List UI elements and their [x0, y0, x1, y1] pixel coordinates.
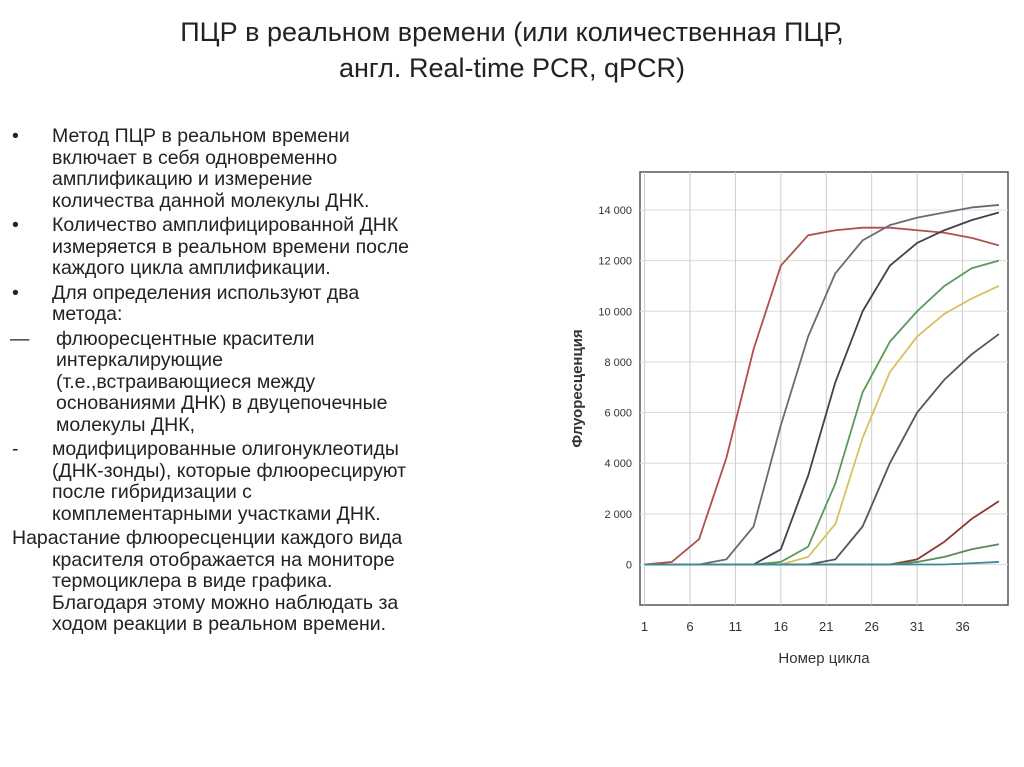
- y-tick-label: 8 000: [604, 357, 632, 369]
- title-line: ПЦР в реальном времени (или количественн…: [180, 17, 844, 47]
- title-line: англ. Real-time PCR, qPCR): [339, 53, 685, 83]
- y-tick-label: 12 000: [598, 256, 632, 268]
- list-item: — флюоресцентные красители интеркалирующие…: [10, 327, 552, 437]
- y-axis-label: Флуоресценция: [569, 329, 586, 447]
- x-tick-label: 6: [686, 619, 693, 634]
- text-line: комплементарными участками ДНК.: [52, 502, 381, 525]
- text-line: после гибридизации с: [52, 481, 252, 503]
- x-tick-label: 31: [910, 619, 924, 634]
- list-item: • Для определения используют два метода:: [12, 281, 552, 326]
- text-line: Нарастание флюоресценции каждого вида: [12, 527, 403, 549]
- text-line: измеряется в реальном времени после: [52, 235, 409, 258]
- text-line: каждого цикла амплификации.: [52, 257, 331, 279]
- text-line: включает в себя одновременно: [52, 146, 338, 169]
- list-item: Нарастание флюоресценции каждого вида кра…: [12, 527, 552, 636]
- text-line: метода:: [52, 303, 123, 325]
- x-tick-label: 26: [864, 619, 878, 634]
- y-tick-label: 10 000: [598, 306, 632, 318]
- y-tick-label: 2 000: [604, 509, 632, 521]
- x-tick-label: 1: [641, 619, 648, 634]
- bullet-marker: •: [12, 125, 19, 147]
- text-line: термоциклера в виде графика.: [52, 570, 333, 592]
- series-line: [644, 561, 999, 566]
- text-line: Метод ПЦР в реальном времени: [52, 125, 350, 147]
- x-tick-label: 16: [774, 619, 788, 634]
- text-line: Благодаря этому можно наблюдать за: [52, 591, 399, 614]
- x-axis-label: Номер цикла: [778, 650, 870, 667]
- text-line: красителя отображается на мониторе: [52, 548, 395, 571]
- y-tick-label: 0: [626, 559, 632, 571]
- plot-area: [639, 171, 1009, 606]
- list-item: • Метод ПЦР в реальном времени включает в …: [12, 125, 552, 212]
- bullet-marker: •: [12, 214, 19, 236]
- bullet-marker: —: [10, 327, 30, 350]
- text-line: амплификацию и измерение: [52, 168, 313, 190]
- text-line: (ДНК-зонды), которые флюоресцируют: [52, 459, 407, 482]
- list-item: • Количество амплифицированной ДНК измеряе…: [12, 214, 552, 280]
- text-line: Количество амплифицированной ДНК: [52, 214, 399, 236]
- list-item: - модифицированные олигонуклеотиды (ДНК-зо…: [12, 438, 552, 525]
- title: ПЦР в реальном времени (или количественн…: [0, 14, 1024, 86]
- y-tick-label: 6 000: [604, 408, 632, 420]
- text-line: основаниями ДНК) в двуцепочечные: [56, 392, 388, 414]
- x-tick-label: 21: [819, 619, 833, 634]
- y-tick-label: 4 000: [604, 458, 632, 470]
- text-line: Для определения используют два: [52, 281, 360, 304]
- bullet-marker: •: [12, 281, 19, 304]
- text-line: интеркалирующие: [56, 349, 223, 371]
- text-line: флюоресцентные красители: [56, 327, 315, 350]
- text-line: модифицированные олигонуклеотиды: [52, 438, 399, 460]
- text-line: (т.е.,встраивающиеся между: [56, 370, 316, 393]
- x-tick-label: 36: [955, 619, 969, 634]
- bullet-list: • Метод ПЦР в реальном времени включает в …: [10, 125, 552, 639]
- text-line: количества данной молекулы ДНК.: [52, 189, 370, 212]
- x-tick-label: 11: [729, 619, 743, 634]
- bullet-marker: -: [12, 438, 19, 460]
- y-tick-label: 14 000: [598, 205, 632, 217]
- text-line: ходом реакции в реальном времени.: [52, 613, 387, 635]
- text-line: молекулы ДНК,: [56, 413, 195, 436]
